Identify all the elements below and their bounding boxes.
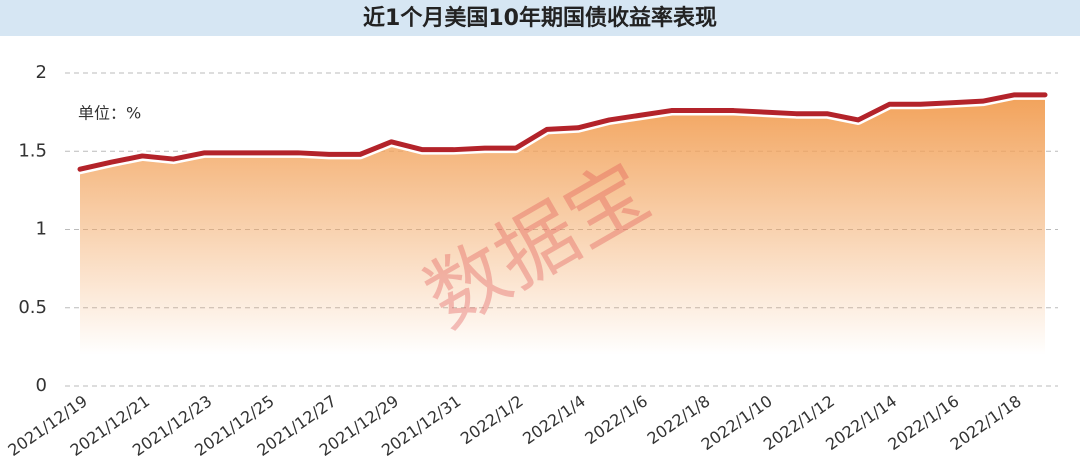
- area: [80, 94, 1045, 355]
- unit-label: 单位：%: [78, 104, 141, 123]
- y-tick-label: 1: [36, 219, 47, 240]
- line: [77, 92, 1048, 172]
- y-tick-label: 0: [36, 375, 47, 396]
- y-tick-label: 1.5: [18, 140, 47, 161]
- x-tick-label: 2022/1/6: [581, 391, 651, 448]
- title-bar: [0, 0, 1080, 36]
- y-tick-label: 0.5: [18, 297, 47, 318]
- x-tick-label: 2022/1/4: [519, 391, 589, 448]
- chart-title: 近1个月美国10年期国债收益率表现: [363, 5, 717, 31]
- x-tick-label: 2022/1/2: [457, 391, 527, 448]
- y-tick-label: 2: [36, 62, 47, 83]
- x-tick-label: 2022/1/18: [947, 391, 1025, 454]
